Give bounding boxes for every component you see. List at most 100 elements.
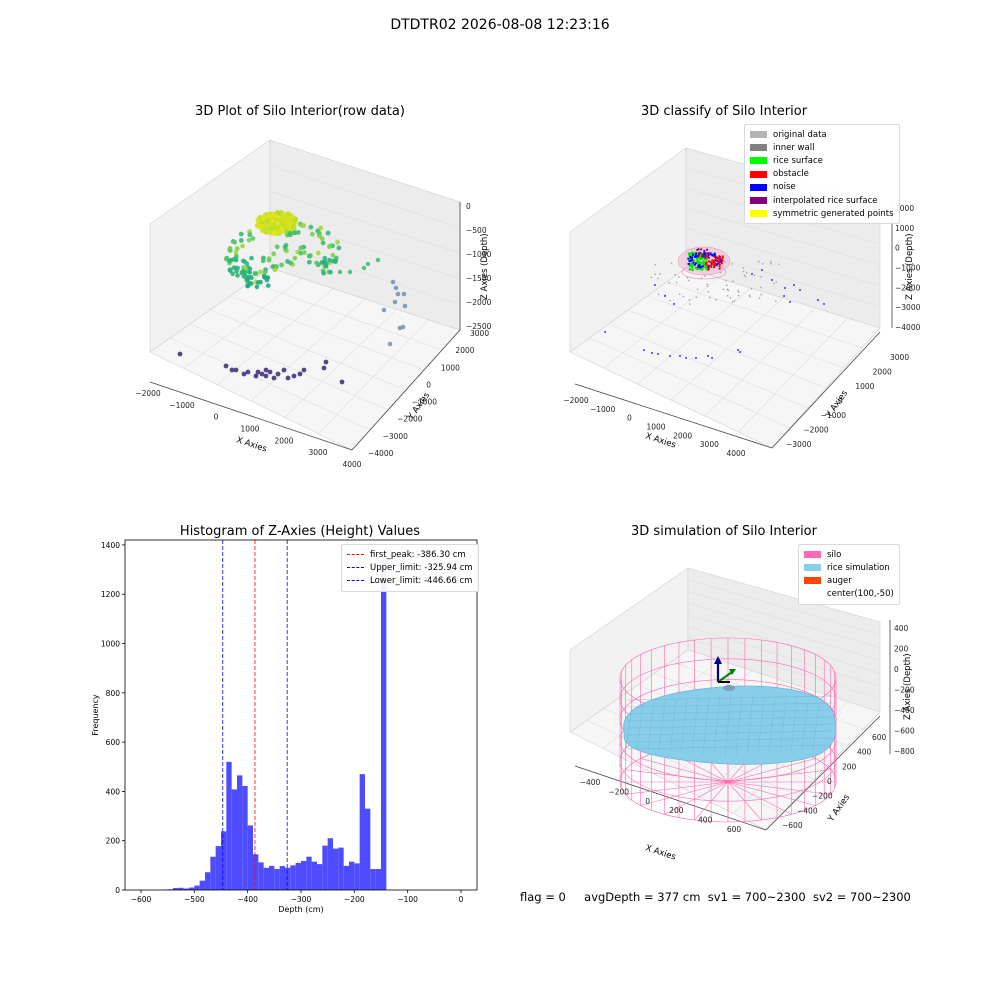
y-tick-label: 200 — [106, 837, 121, 846]
grid-line — [249, 281, 443, 351]
scatter-point — [393, 285, 399, 291]
histogram-bar — [194, 885, 200, 890]
legend-line — [347, 580, 364, 582]
scatter-point — [295, 230, 301, 235]
status-avg-depth: avgDepth = 377 cm — [584, 890, 701, 904]
scatter-point — [700, 248, 703, 251]
scatter-point — [748, 294, 751, 297]
scatter-point — [707, 268, 710, 271]
panel1-zlabel: Z Axies (Depth) — [480, 233, 490, 300]
rice-mesh-line — [627, 730, 833, 736]
panel3-title: Histogram of Z-Axies (Height) Values — [179, 524, 421, 539]
scatter-point — [691, 268, 694, 272]
scatter-point — [707, 290, 710, 293]
legend-swatch — [804, 564, 821, 572]
scatter-point — [227, 246, 233, 251]
scatter-point — [750, 287, 753, 290]
histogram-bar — [290, 865, 296, 890]
scatter-point — [789, 301, 791, 303]
scatter-point — [744, 275, 747, 278]
histogram-bar — [199, 880, 205, 890]
scatter-point — [691, 253, 695, 257]
scatter-point — [793, 284, 795, 286]
z-tick-label: −500 — [466, 226, 487, 235]
grid-line — [687, 626, 881, 687]
panel4-title: 3D simulation of Silo Interior — [631, 524, 817, 539]
scatter-point — [247, 232, 253, 238]
z-tick-label: −200 — [894, 686, 915, 695]
scatter-point — [715, 259, 718, 263]
histogram-bar — [349, 861, 355, 890]
scatter-point — [249, 255, 254, 261]
scatter-point — [701, 253, 704, 256]
scatter-point — [401, 291, 407, 297]
scatter-point — [654, 273, 656, 276]
legend-item-inner-wall: inner wall — [750, 141, 894, 154]
scatter-point — [387, 341, 393, 347]
y-tick-label: 1200 — [101, 590, 120, 599]
legend-item-silo: silo — [804, 548, 894, 561]
x-tick-label: 1000 — [240, 425, 259, 434]
silo-floor-spoke — [640, 781, 729, 806]
scatter-point — [687, 252, 691, 255]
panel3-legend: first_peak: -386.30 cm Upper_limit: -325… — [341, 544, 479, 592]
histogram-bar — [269, 865, 275, 890]
y-tick-label: −600 — [782, 821, 803, 830]
panel2-legend: original data inner wall rice surface ob… — [744, 124, 900, 225]
grid-line — [647, 295, 845, 369]
legend-item-interpolated-rice-surface: interpolated rice surface — [750, 194, 894, 207]
scatter-point — [254, 284, 260, 290]
scatter-point — [328, 269, 333, 275]
scatter-point — [773, 282, 775, 285]
scatter-point — [309, 231, 315, 237]
y-tick-label: 0 — [838, 397, 843, 406]
grid-line — [685, 227, 881, 287]
histogram-bar — [221, 831, 227, 890]
panel1-3d-scatter: −2000 −1000 0 1000 2000 3000 4000 −4000 −3000 −2… — [135, 139, 492, 469]
legend-swatch — [804, 591, 821, 598]
histogram-bar — [317, 864, 323, 890]
scatter-point — [283, 223, 289, 229]
legend-label: rice simulation — [827, 562, 890, 573]
histogram-bar — [301, 860, 307, 890]
scatter-point — [339, 379, 345, 385]
scatter-point — [721, 259, 724, 262]
scatter-point — [696, 266, 700, 269]
x-tick-label: 200 — [669, 806, 684, 815]
y-tick-label: 400 — [106, 787, 121, 796]
scatter-point — [281, 367, 287, 373]
x-tick-label: 400 — [698, 816, 713, 825]
scatter-point — [330, 258, 336, 264]
scatter-point — [718, 267, 721, 270]
scatter-point — [698, 264, 701, 267]
scatter-point — [753, 274, 756, 277]
scatter-point — [321, 365, 327, 371]
scatter-point — [703, 252, 706, 255]
scatter-point — [259, 371, 265, 377]
grid-line — [608, 323, 809, 409]
scatter-point — [745, 271, 748, 274]
scatter-point — [699, 266, 703, 269]
scatter-point — [400, 324, 406, 330]
legend-label: original data — [773, 129, 827, 140]
scatter-point — [718, 259, 721, 262]
scatter-point — [252, 271, 258, 276]
scatter-point — [285, 259, 290, 264]
scatter-point — [241, 371, 247, 377]
scatter-point — [291, 373, 297, 379]
scatter-point — [707, 260, 711, 263]
z-tick-label: −400 — [894, 706, 915, 715]
scatter-point — [298, 245, 304, 251]
scatter-point — [727, 289, 730, 292]
histogram-bar — [285, 867, 291, 890]
scatter-point — [325, 230, 331, 236]
z-tick-label: −1000 — [895, 264, 921, 273]
scatter-point — [365, 261, 371, 267]
y-tick-label: 3000 — [470, 329, 489, 338]
silo-floor-spoke — [727, 758, 816, 783]
scatter-point — [709, 296, 711, 299]
scatter-point — [707, 285, 709, 288]
x-tick-label: −2000 — [135, 389, 161, 398]
panel3-ylabel: Frequency — [91, 694, 100, 736]
legend-item-rice-simulation: rice simulation — [804, 561, 894, 574]
